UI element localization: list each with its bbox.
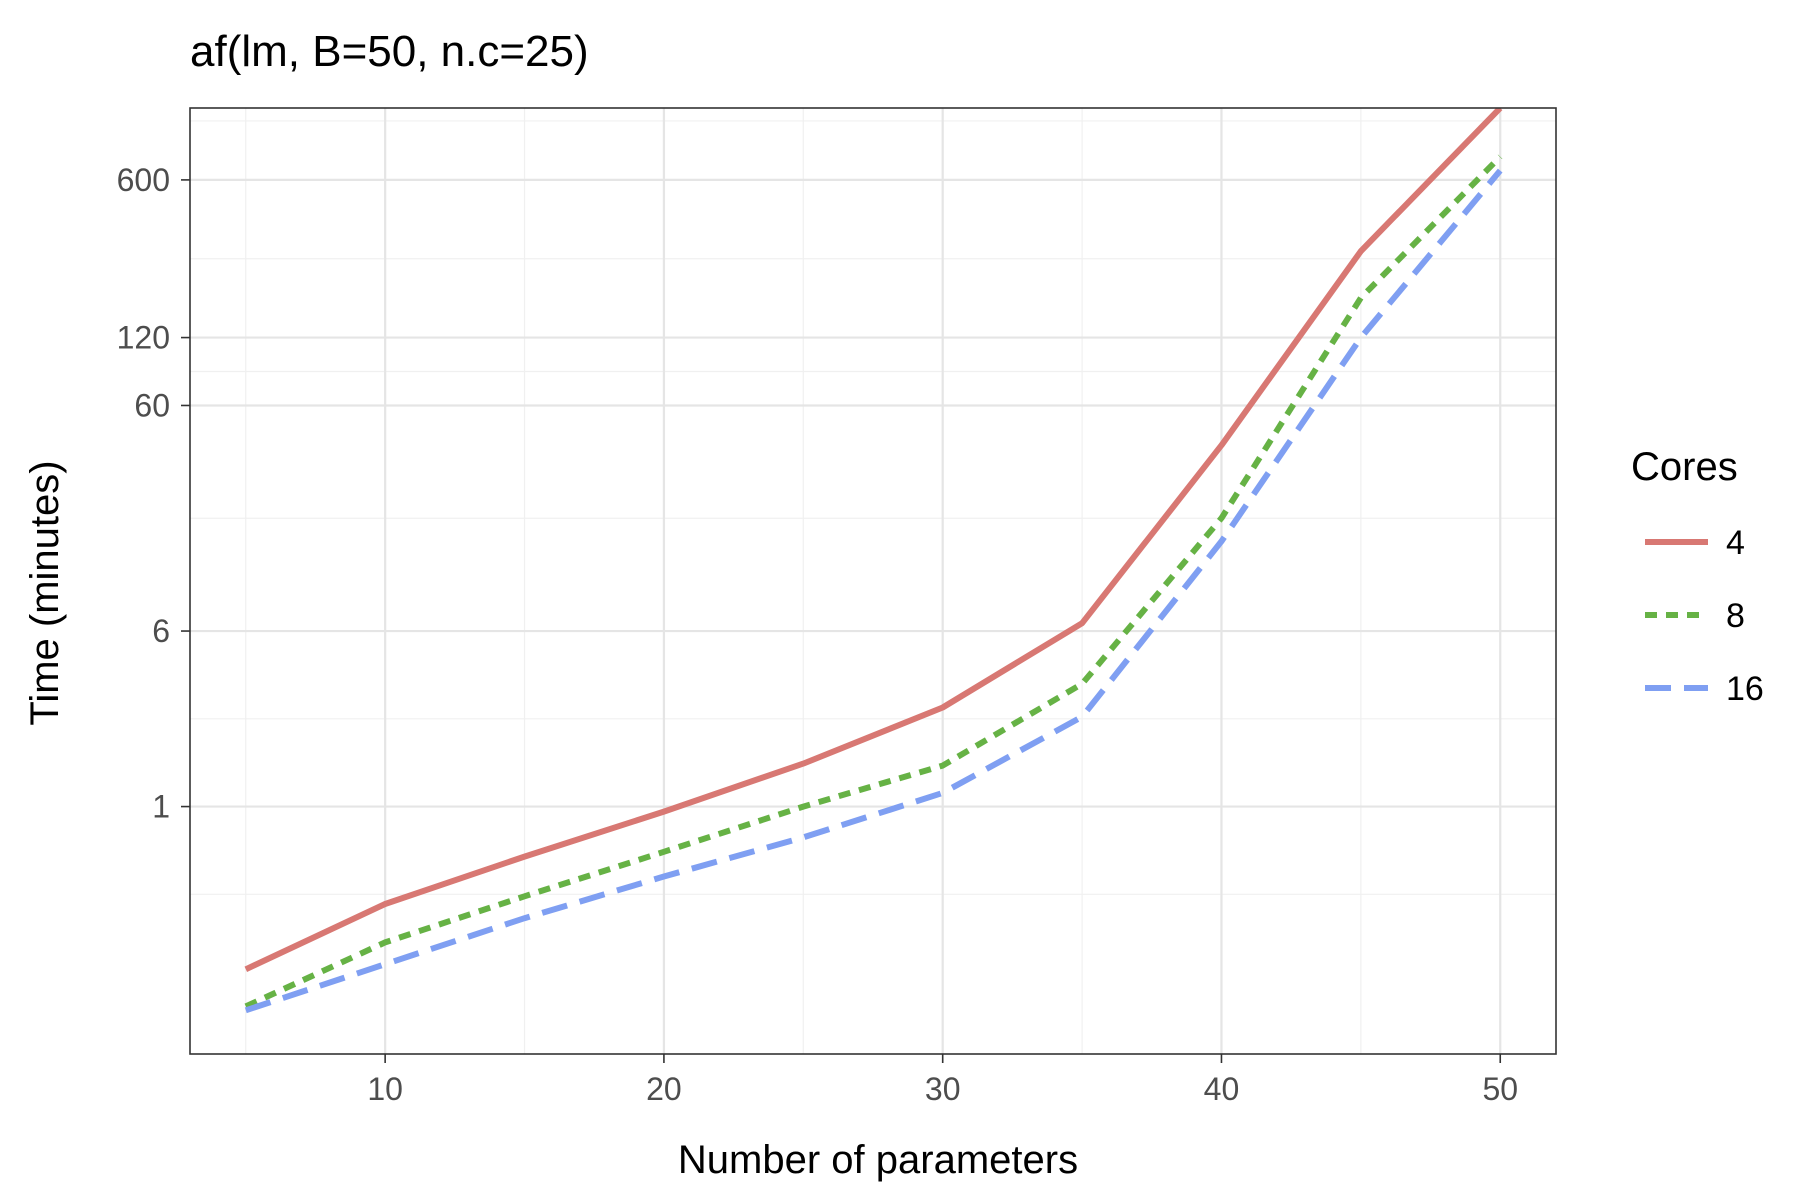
- legend-label-4: 4: [1726, 524, 1745, 562]
- y-tick-label: 1: [152, 789, 170, 825]
- y-axis: 1 6 60 120 600: [117, 162, 190, 825]
- plot-panel: [189, 107, 1557, 1055]
- grid: [190, 108, 1556, 1054]
- y-tick-label: 120: [117, 320, 170, 356]
- x-tick-label: 20: [646, 1071, 682, 1107]
- x-tick-label: 30: [925, 1071, 961, 1107]
- series-line-4: [244, 108, 1503, 973]
- x-axis: 10 20 30 40 50: [367, 1054, 1518, 1107]
- x-tick-label: 10: [367, 1071, 403, 1107]
- legend-title: Cores: [1631, 445, 1738, 489]
- x-axis-title: Number of parameters: [678, 1138, 1078, 1182]
- y-tick-label: 600: [117, 162, 170, 198]
- legend-label-16: 16: [1726, 670, 1764, 708]
- y-axis-title: Time (minutes): [23, 460, 67, 725]
- series-line-8: [244, 154, 1503, 1010]
- x-tick-label: 50: [1482, 1071, 1518, 1107]
- legend-label-8: 8: [1726, 597, 1745, 635]
- series-line-16: [244, 168, 1503, 1014]
- y-tick-label: 6: [152, 613, 170, 649]
- series-lines: [244, 108, 1503, 1014]
- x-tick-label: 40: [1204, 1071, 1240, 1107]
- legend: Cores 4 8 16: [1631, 445, 1764, 708]
- y-tick-label: 60: [134, 387, 170, 423]
- chart-title: af(lm, B=50, n.c=25): [190, 27, 589, 76]
